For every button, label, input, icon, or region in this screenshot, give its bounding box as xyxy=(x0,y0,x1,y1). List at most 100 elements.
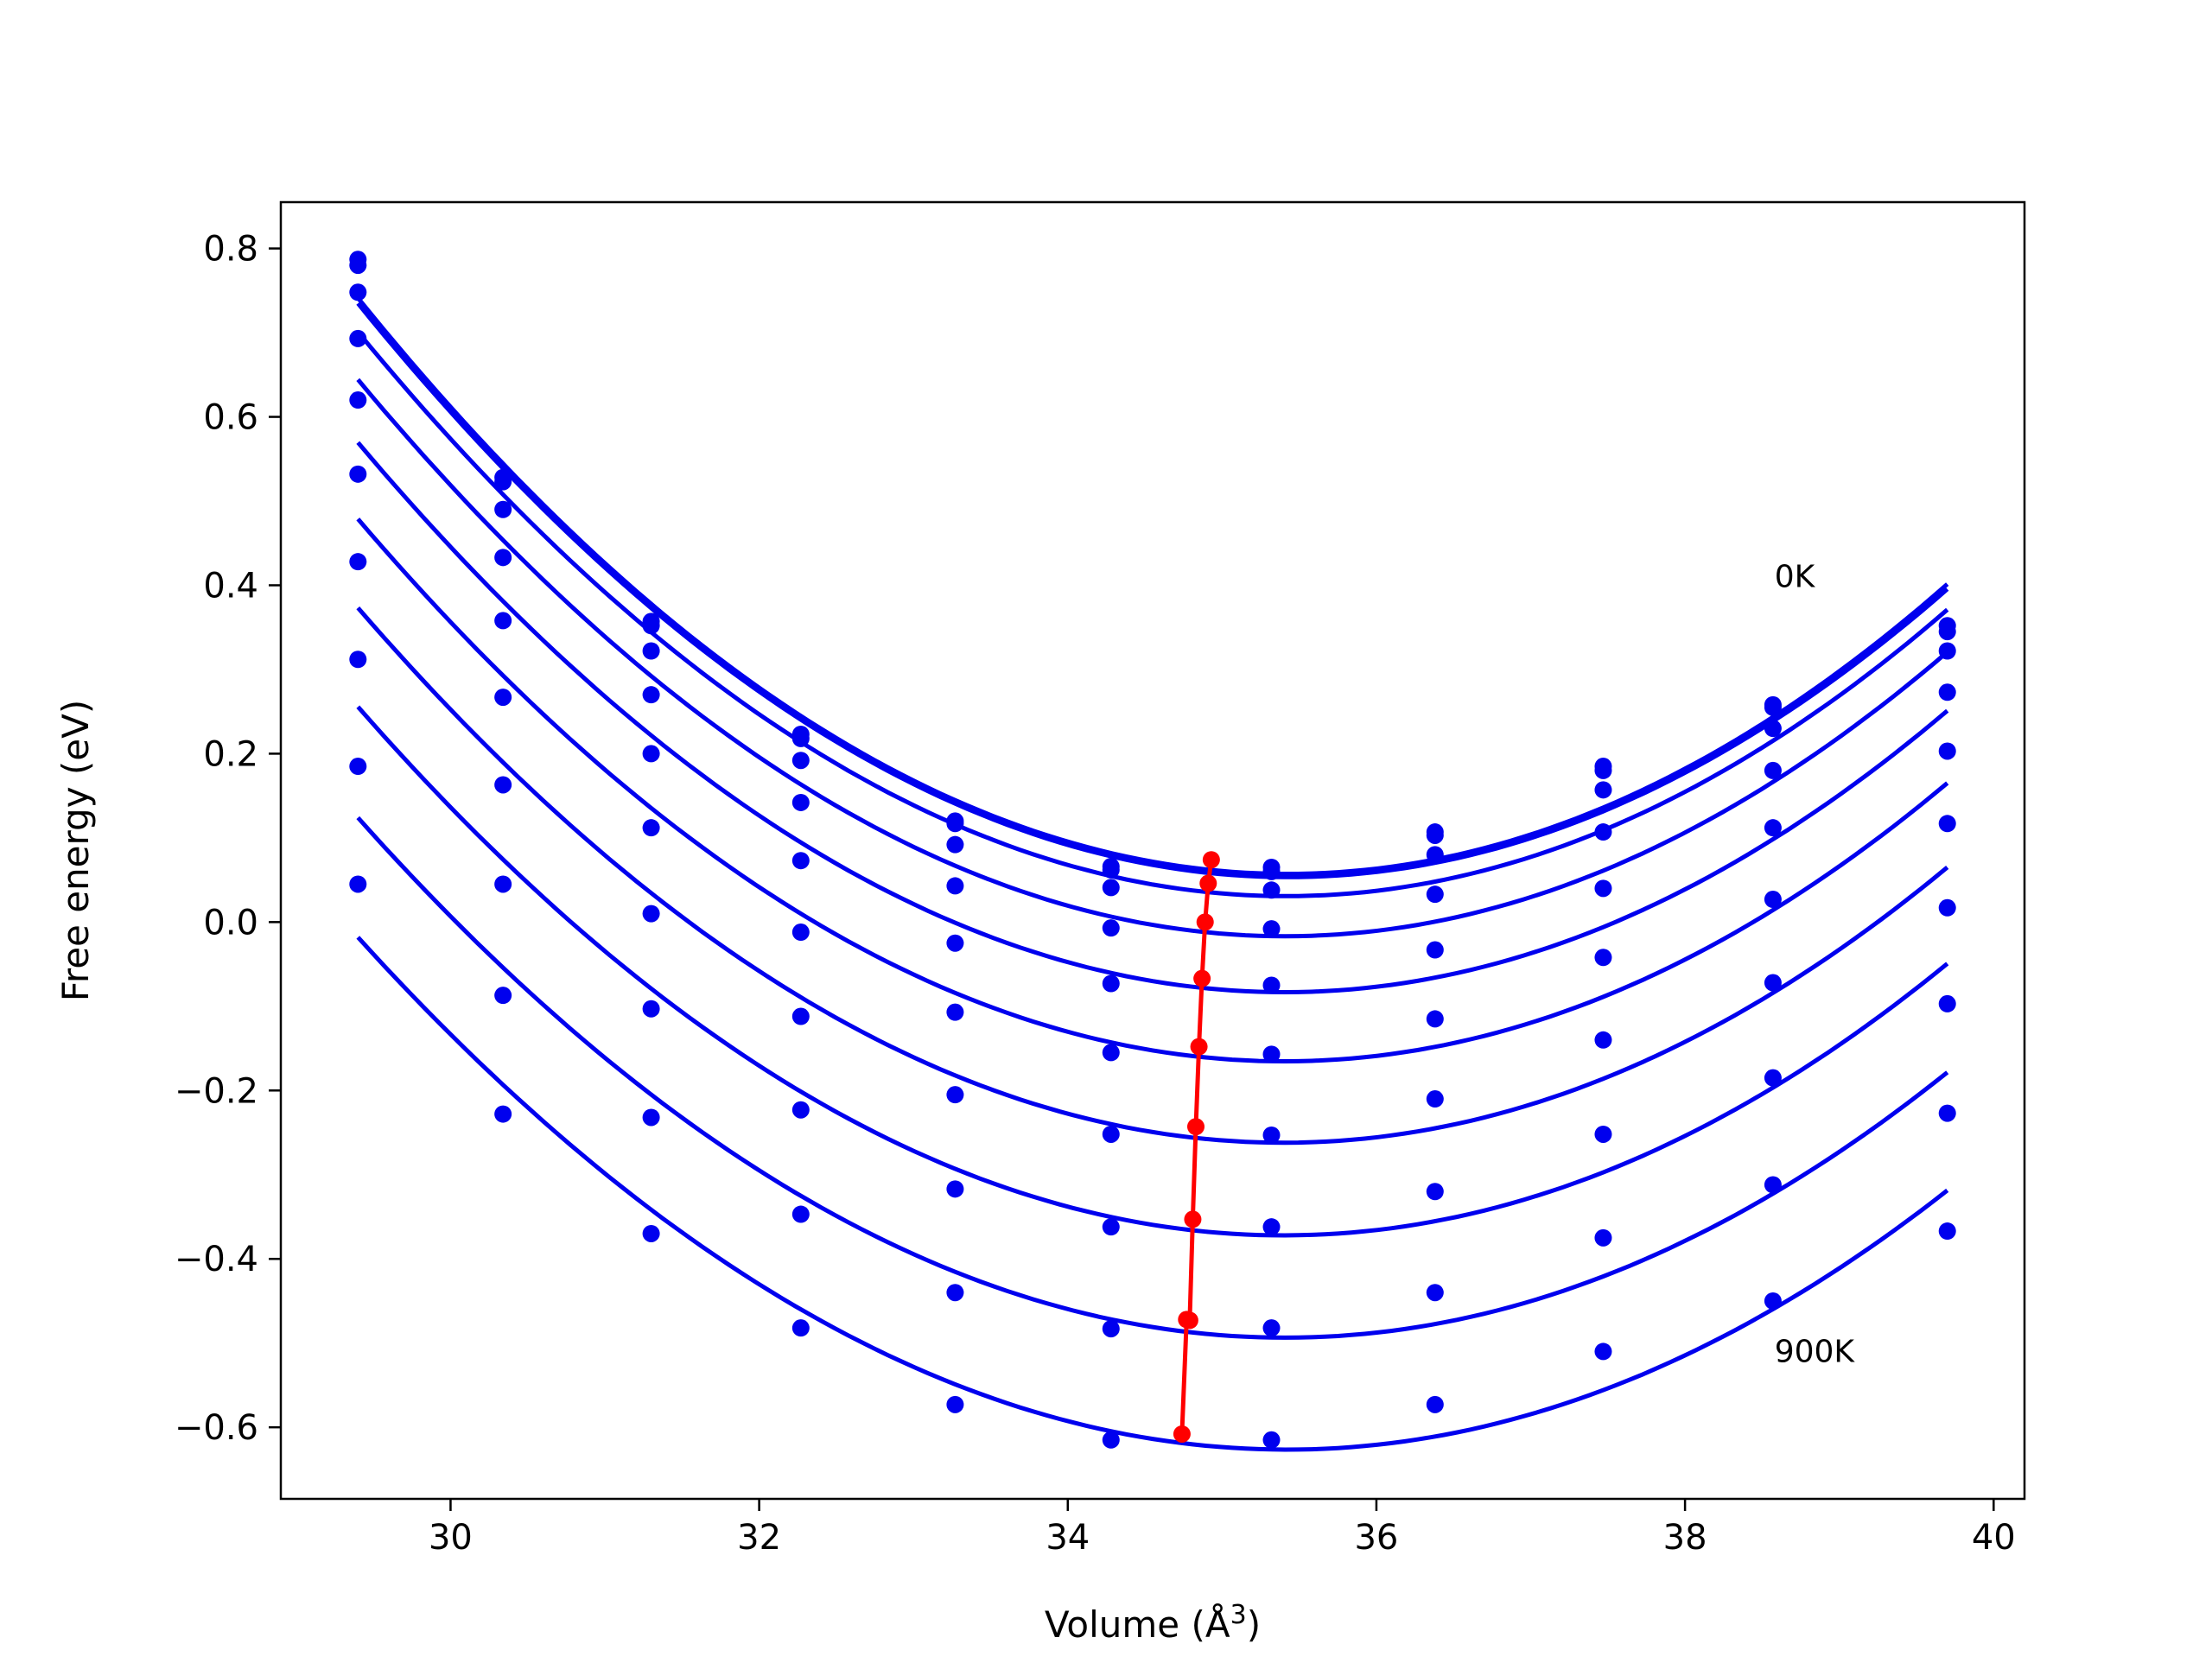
series-7-point xyxy=(1594,1031,1612,1049)
series-4-point xyxy=(494,549,512,567)
series-4-point xyxy=(1102,919,1120,937)
y-tick-label: 0.0 xyxy=(203,903,258,943)
series-3-point xyxy=(1102,879,1120,897)
series-2-point xyxy=(1102,860,1120,879)
series-1-fit-line xyxy=(356,296,1949,876)
series-4-point xyxy=(946,877,964,895)
series-9-point xyxy=(1594,1228,1612,1247)
y-axis-label: Free energy (eV) xyxy=(54,700,97,1002)
series-3-fit-line xyxy=(356,330,1949,898)
minimum-line-group xyxy=(1173,851,1220,1443)
series-2-point xyxy=(642,617,660,635)
series-6-point xyxy=(642,819,660,837)
series-8-point xyxy=(791,1101,810,1119)
y-tick-label: −0.4 xyxy=(175,1240,258,1279)
series-3-point xyxy=(1262,881,1281,899)
series-2-point xyxy=(1262,862,1281,880)
series-4-point xyxy=(642,686,660,704)
minimum-point xyxy=(1184,1210,1202,1228)
series-2-point xyxy=(1594,761,1612,779)
series-9-point xyxy=(1102,1320,1120,1338)
series-7-point xyxy=(1426,1090,1444,1108)
series-3-point xyxy=(946,835,964,854)
x-tick-label: 38 xyxy=(1663,1518,1707,1558)
minimum-point xyxy=(1193,969,1211,987)
series-5-point xyxy=(1102,974,1120,993)
series-6-point xyxy=(946,1003,964,1021)
x-axis-label-main: Volume (Å xyxy=(1045,1603,1230,1646)
series-8-point xyxy=(946,1180,964,1198)
series-7-point xyxy=(791,1007,810,1025)
series-10-point xyxy=(494,1105,512,1123)
series-2-point xyxy=(494,473,512,491)
series-6-point xyxy=(791,924,810,942)
series-8-point xyxy=(494,875,512,893)
x-tick-label: 32 xyxy=(737,1518,781,1558)
series-10-point xyxy=(1262,1431,1281,1449)
series-6-point xyxy=(1262,1045,1281,1063)
series-8-point xyxy=(1102,1218,1120,1236)
series-9-point xyxy=(1262,1319,1281,1337)
x-tick-label: 36 xyxy=(1354,1518,1398,1558)
series-5-point xyxy=(1426,941,1444,959)
series-3-point xyxy=(1764,720,1782,738)
series-6-point xyxy=(1764,891,1782,909)
y-tick-label: 0.8 xyxy=(203,230,258,270)
series-10-point xyxy=(1594,1342,1612,1361)
series-2-point xyxy=(1764,698,1782,716)
series-5-point xyxy=(791,852,810,870)
series-2-point xyxy=(1938,623,1956,641)
series-8-point xyxy=(1764,1069,1782,1087)
x-tick-label: 40 xyxy=(1972,1518,2016,1558)
curve-annotation-label: 0K xyxy=(1775,560,1816,595)
y-tick-label: −0.6 xyxy=(175,1408,258,1448)
series-2-fit-line xyxy=(356,301,1949,879)
series-4-point xyxy=(1262,920,1281,938)
series-10-point xyxy=(1102,1431,1120,1449)
data-points xyxy=(349,251,1956,1449)
y-tick-label: 0.6 xyxy=(203,398,258,438)
series-9-point xyxy=(946,1284,964,1302)
series-9-point xyxy=(349,758,367,776)
x-axis-label-superscript: 3 xyxy=(1230,1600,1247,1630)
series-5-fit-line xyxy=(356,441,1949,995)
x-tick-label: 34 xyxy=(1046,1518,1090,1558)
y-tick-label: 0.2 xyxy=(203,734,258,774)
series-3-point xyxy=(791,752,810,770)
minimum-point xyxy=(1196,913,1214,931)
series-7-point xyxy=(642,904,660,923)
series-8-fit-line xyxy=(356,705,1949,1238)
series-3-point xyxy=(494,500,512,518)
series-9-point xyxy=(1426,1284,1444,1302)
series-4-point xyxy=(1764,761,1782,779)
series-10-fit-line xyxy=(356,936,1949,1452)
series-6-point xyxy=(1594,949,1612,967)
curve-annotations: 0K 900K xyxy=(1775,560,1856,1370)
y-tick-label: 0.4 xyxy=(203,566,258,606)
series-5-point xyxy=(946,934,964,952)
series-6-fit-line xyxy=(356,517,1949,1064)
series-4-point xyxy=(1594,823,1612,841)
series-7-point xyxy=(946,1086,964,1104)
series-2-point xyxy=(791,729,810,747)
series-6-point xyxy=(1938,815,1956,833)
minimum-point xyxy=(1202,851,1220,869)
series-4-point xyxy=(791,793,810,811)
series-6-point xyxy=(494,689,512,707)
series-5-point xyxy=(494,612,512,630)
series-2-point xyxy=(1426,826,1444,844)
series-7-point xyxy=(1764,974,1782,992)
minimum-point xyxy=(1178,1311,1196,1329)
series-7-point xyxy=(1938,898,1956,917)
minimum-point xyxy=(1190,1038,1208,1056)
series-5-point xyxy=(1262,976,1281,994)
series-7-point xyxy=(349,553,367,571)
series-10-point xyxy=(642,1224,660,1242)
x-tick-label: 30 xyxy=(429,1518,473,1558)
series-3-point xyxy=(1426,846,1444,864)
series-9-point xyxy=(642,1108,660,1127)
series-2-point xyxy=(349,257,367,275)
